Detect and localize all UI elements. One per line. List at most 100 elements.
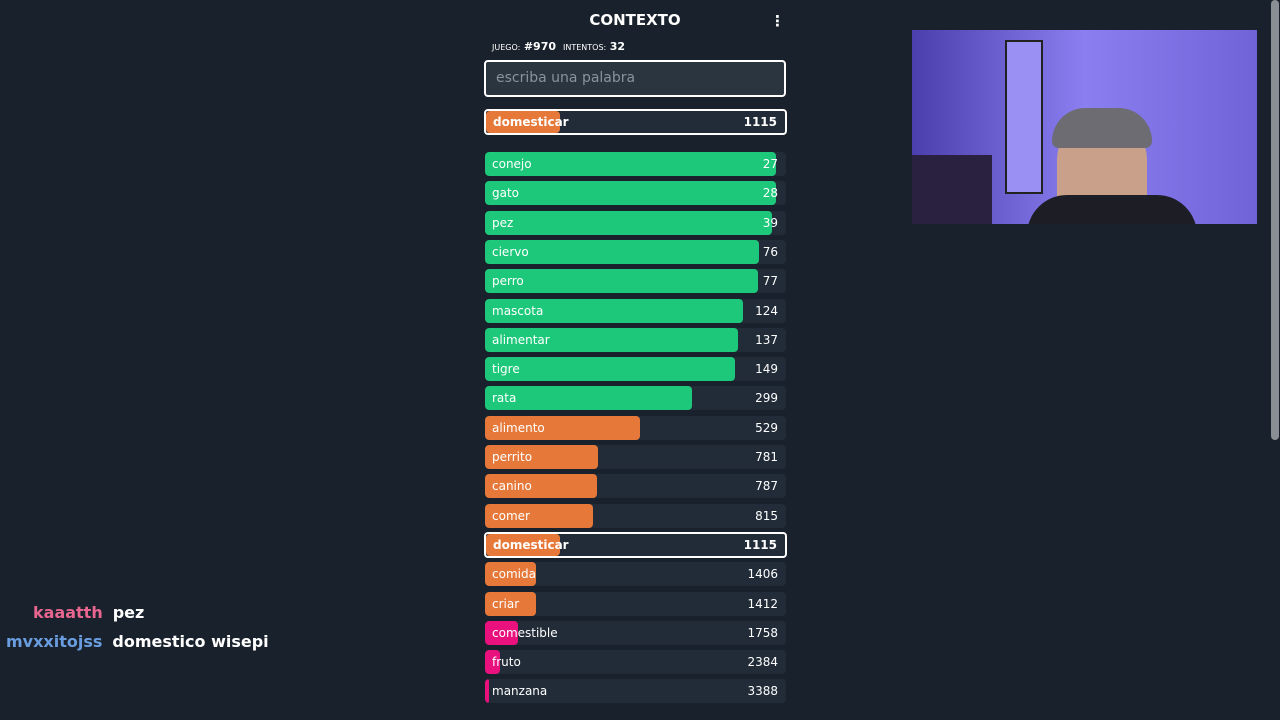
word: perrito bbox=[492, 450, 533, 464]
rank: 1115 bbox=[743, 115, 777, 129]
guess-row: gato 28 bbox=[485, 181, 786, 206]
rank-bar bbox=[485, 181, 776, 206]
game-info: JUEGO: #970 INTENTOS: 32 bbox=[492, 40, 625, 53]
word: fruto bbox=[492, 655, 521, 670]
guess-row: pez 39 bbox=[485, 210, 786, 235]
label: INTENTOS: bbox=[563, 43, 607, 52]
chat-user: mvxxitojss bbox=[6, 632, 103, 651]
chat: kaaatth pez mvxxitojss domestico wisepi bbox=[6, 603, 269, 661]
chat-user: kaaatth bbox=[33, 603, 103, 622]
rank: 1758 bbox=[747, 625, 778, 640]
title: CONTEXTO bbox=[589, 11, 681, 29]
guess-row: alimento 529 bbox=[485, 415, 786, 440]
word: domesticar bbox=[493, 537, 569, 552]
rank-bar bbox=[486, 533, 561, 556]
guess-row: criar 1412 bbox=[485, 591, 786, 616]
word: alimentar bbox=[492, 332, 550, 347]
rank-bar bbox=[485, 357, 735, 382]
rank-bar bbox=[485, 386, 692, 411]
hair bbox=[1052, 108, 1152, 148]
attempts: 32 bbox=[609, 40, 626, 53]
rank-bar bbox=[485, 503, 593, 528]
guess-row: comestible 1758 bbox=[485, 620, 786, 645]
word: mascota bbox=[492, 303, 544, 318]
rank: 77 bbox=[762, 274, 778, 289]
rank: 787 bbox=[755, 479, 778, 494]
guess-row: mascota 124 bbox=[485, 298, 786, 323]
word: comer bbox=[492, 508, 530, 523]
rank: 27 bbox=[762, 157, 778, 171]
rank: 137 bbox=[755, 332, 778, 347]
guess-row: conejo 27 bbox=[485, 152, 786, 176]
word: perro bbox=[492, 274, 524, 289]
chat-line: kaaatth pez bbox=[6, 603, 269, 632]
guess-row: ciervo 76 bbox=[485, 239, 786, 264]
rank: 2384 bbox=[747, 655, 778, 670]
word: gato bbox=[492, 186, 520, 201]
rank-bar bbox=[485, 327, 739, 352]
rank-bar bbox=[486, 111, 561, 133]
word: criar bbox=[492, 596, 520, 611]
word-input[interactable]: escriba una palabra bbox=[484, 60, 786, 97]
word: alimento bbox=[492, 420, 545, 435]
word: canino bbox=[492, 479, 532, 494]
guess-row: comer 815 bbox=[485, 503, 786, 528]
chat-message: domestico wisepi bbox=[112, 632, 269, 651]
guess-row: rata 299 bbox=[485, 386, 786, 411]
rank: 149 bbox=[755, 362, 778, 377]
guess-row: domesticar 1115 bbox=[484, 531, 787, 558]
guess-row: manzana 3388 bbox=[485, 679, 786, 704]
menu[interactable]: ⋮ bbox=[770, 12, 785, 30]
rank-bar bbox=[485, 679, 490, 704]
rank-bar bbox=[485, 415, 640, 440]
word: manzana bbox=[492, 684, 548, 699]
guess-row: tigre 149 bbox=[485, 357, 786, 382]
game-number: #970 bbox=[523, 40, 557, 53]
guess-row: canino 787 bbox=[485, 474, 786, 499]
guess-row: perrito 781 bbox=[485, 445, 786, 469]
rank-bar bbox=[485, 445, 598, 469]
chat-line: mvxxitojss domestico wisepi bbox=[6, 632, 269, 661]
rank-bar bbox=[485, 210, 772, 235]
word: domesticar bbox=[493, 115, 569, 129]
word: tigre bbox=[492, 362, 520, 377]
label: JUEGO: bbox=[492, 43, 521, 52]
word: pez bbox=[492, 215, 514, 230]
rank: 3388 bbox=[747, 684, 778, 699]
rank-bar bbox=[485, 620, 518, 645]
rank: 1115 bbox=[743, 537, 777, 552]
word: comestible bbox=[492, 625, 558, 640]
rank: 1406 bbox=[747, 567, 778, 582]
word: comida bbox=[492, 567, 536, 582]
word: rata bbox=[492, 391, 517, 406]
webcam bbox=[912, 30, 1257, 224]
rank: 39 bbox=[762, 215, 778, 230]
chat-message: pez bbox=[112, 603, 145, 622]
rank: 299 bbox=[755, 391, 778, 406]
guess-row: domesticar 1115 bbox=[484, 109, 787, 135]
rank-bar bbox=[485, 152, 776, 176]
rank: 529 bbox=[755, 420, 778, 435]
rank: 124 bbox=[755, 303, 778, 318]
rank-bar bbox=[485, 298, 743, 323]
rank: 781 bbox=[755, 450, 778, 464]
rank-bar bbox=[485, 650, 500, 675]
rank-bar bbox=[485, 591, 536, 616]
shirt bbox=[1027, 195, 1197, 224]
word: ciervo bbox=[492, 244, 529, 259]
rank: 28 bbox=[762, 186, 778, 201]
rank-bar bbox=[485, 269, 759, 294]
scrollbar[interactable] bbox=[1271, 0, 1279, 440]
dresser bbox=[912, 155, 992, 224]
rank: 1412 bbox=[747, 596, 778, 611]
rank-bar bbox=[485, 474, 597, 499]
door bbox=[1005, 40, 1043, 194]
rank-bar bbox=[485, 562, 537, 587]
rank-bar bbox=[485, 239, 759, 264]
rank: 76 bbox=[762, 244, 778, 259]
guess-row: alimentar 137 bbox=[485, 327, 786, 352]
guess-row: perro 77 bbox=[485, 269, 786, 294]
word: conejo bbox=[492, 157, 532, 171]
rank: 815 bbox=[755, 508, 778, 523]
